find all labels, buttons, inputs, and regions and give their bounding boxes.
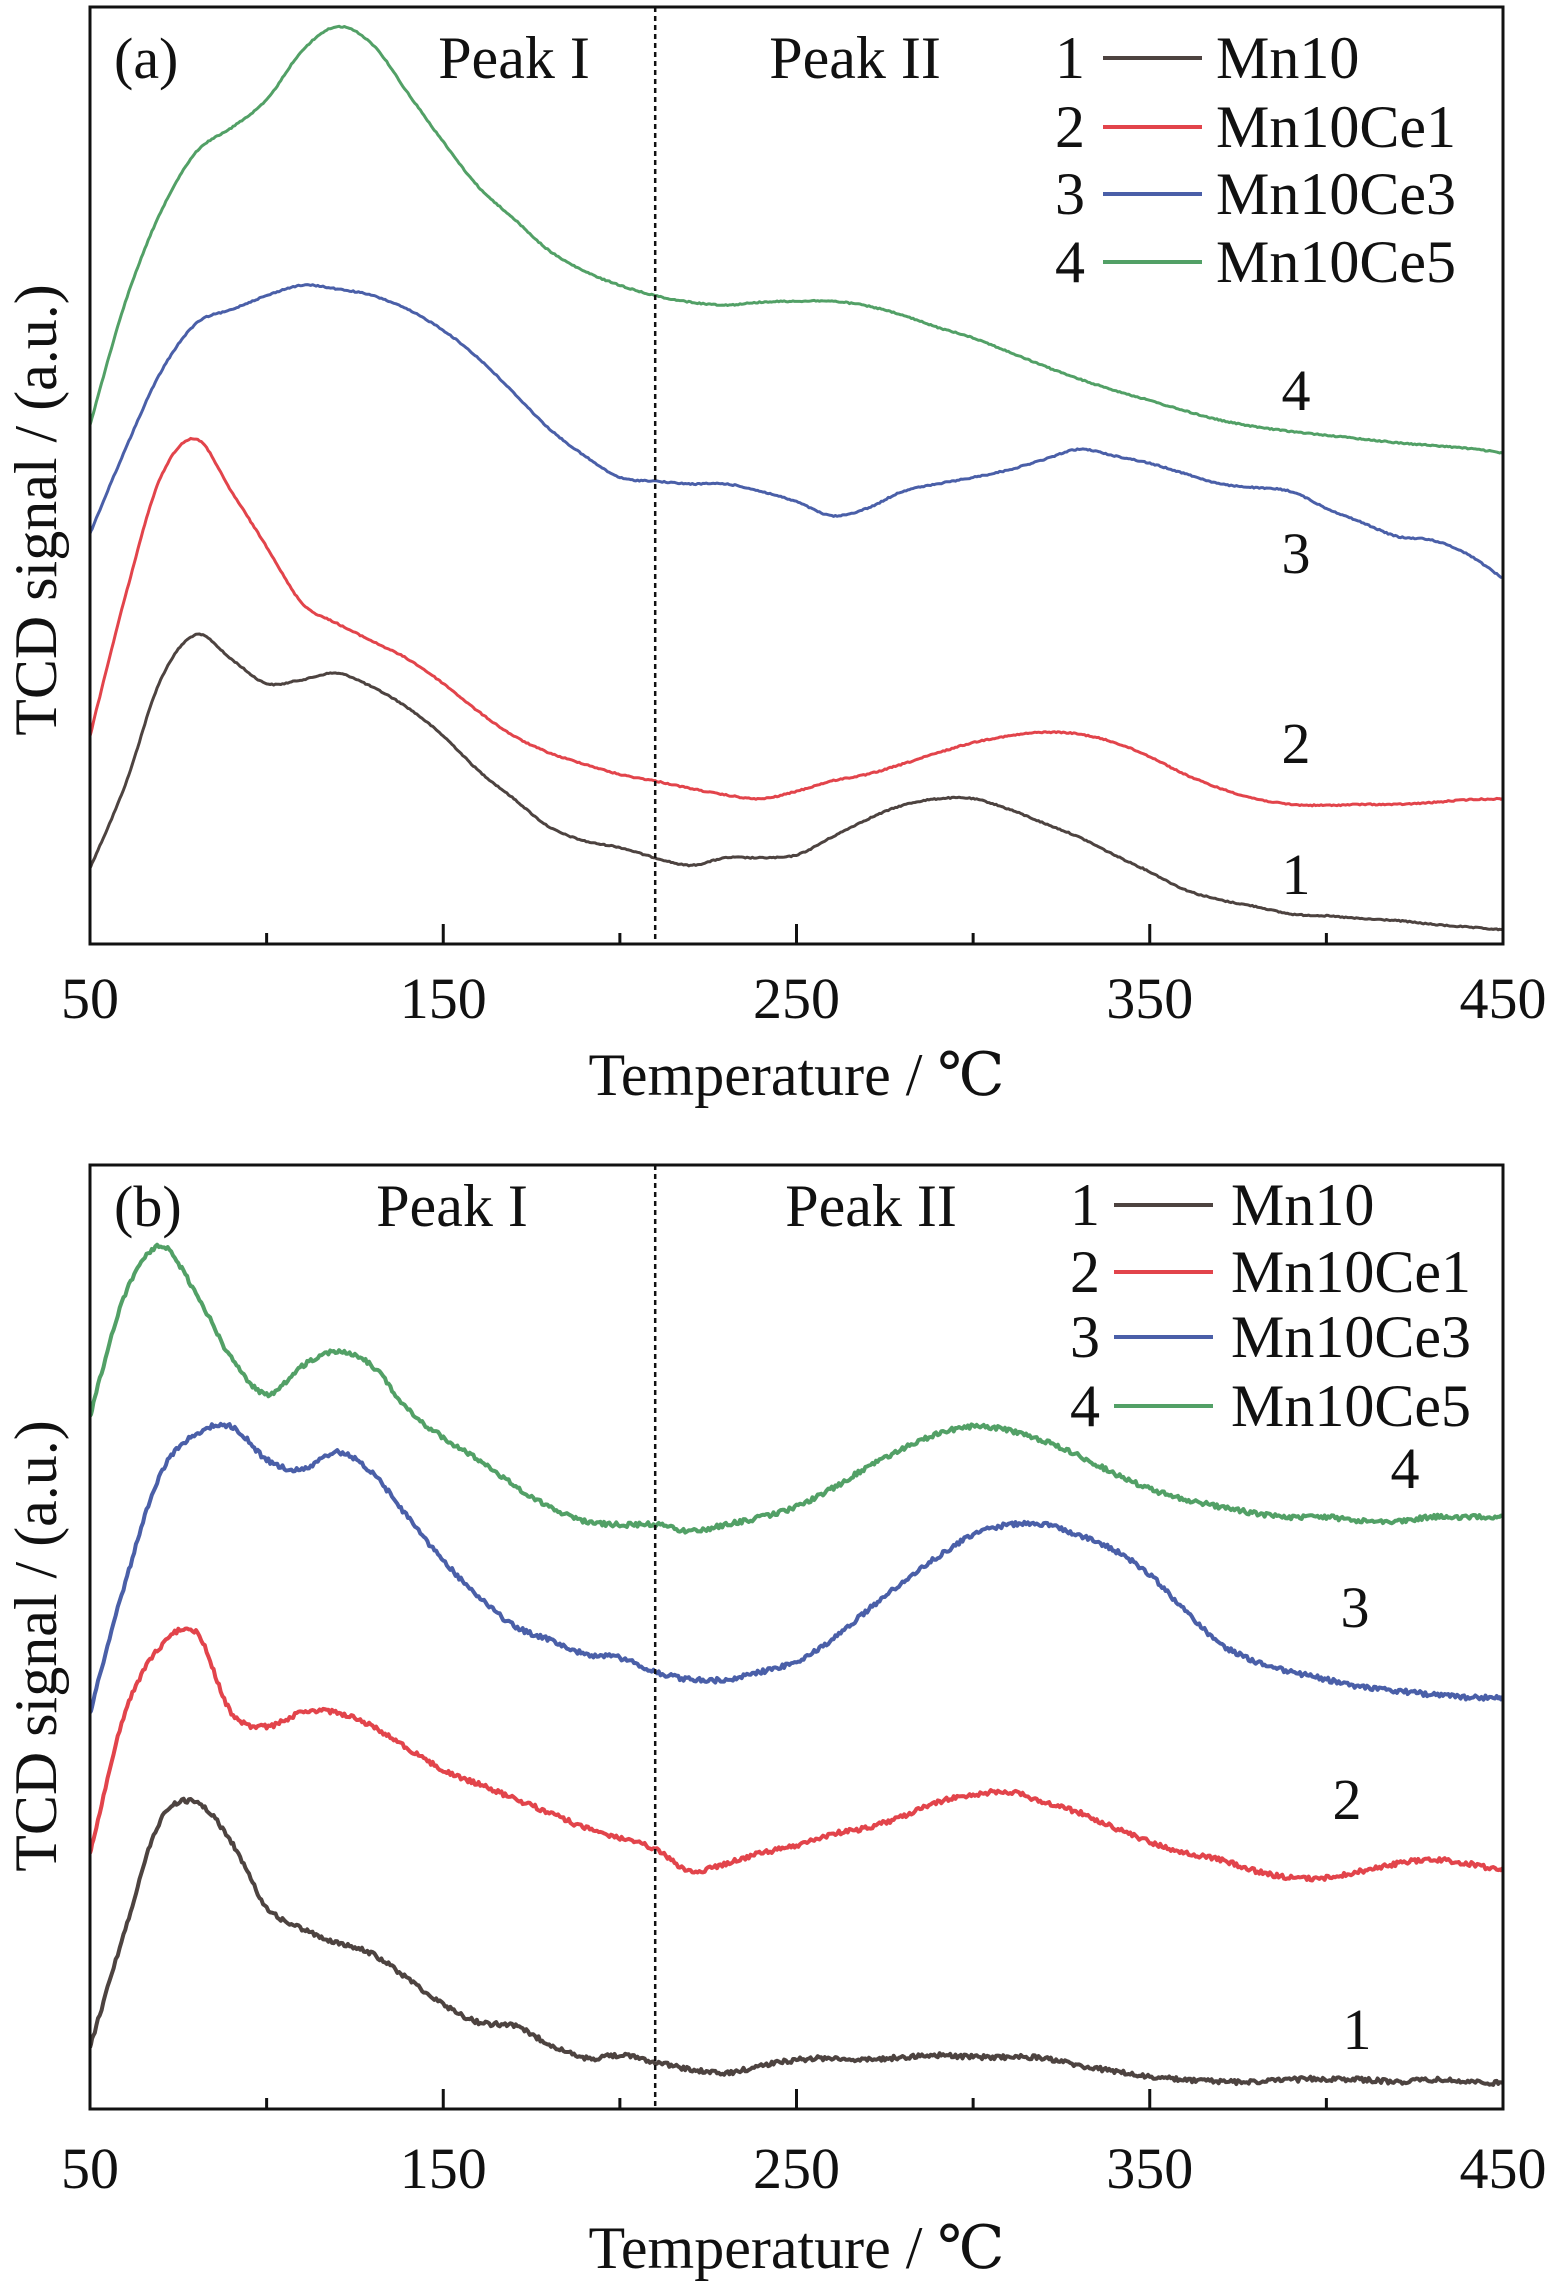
legend-label: Mn10Ce1 [1231, 1239, 1471, 1305]
legend-item: 4 Mn10Ce5 [1070, 1373, 1471, 1439]
panel-label: (a) [114, 26, 178, 91]
legend-item: 2 Mn10Ce1 [1070, 1239, 1471, 1305]
y-axis-label: TCD signal / (a.u.) [3, 284, 69, 736]
x-axis-label: Temperature / ℃ [588, 2215, 1004, 2281]
legend-item: 3 Mn10Ce3 [1055, 161, 1456, 227]
curve-number-label: 3 [1282, 521, 1311, 586]
legend-label: Mn10 [1231, 1172, 1374, 1238]
legend-item: 1 Mn10 [1055, 25, 1359, 91]
x-tick-label: 450 [1460, 966, 1547, 1031]
x-tick-label: 150 [400, 2136, 487, 2201]
peak-ii-label: Peak II [769, 25, 941, 91]
legend-number: 4 [1070, 1373, 1100, 1439]
legend-item: 1 Mn10 [1070, 1172, 1374, 1238]
legend-number: 3 [1055, 161, 1085, 227]
legend-label: Mn10Ce3 [1231, 1304, 1471, 1370]
series-line-mn10ce3 [90, 1421, 1503, 1714]
x-tick-label: 350 [1106, 2136, 1193, 2201]
legend-label: Mn10Ce1 [1216, 94, 1456, 160]
peak-ii-label: Peak II [785, 1173, 957, 1239]
series-line-mn10 [90, 1796, 1503, 2087]
series-line-mn10 [90, 632, 1503, 932]
legend-number: 2 [1055, 94, 1085, 160]
curve-number-label: 1 [1282, 842, 1311, 907]
x-axis-label: Temperature / ℃ [588, 1042, 1004, 1108]
series-line-mn10ce1 [90, 1626, 1503, 1883]
legend-item: 2 Mn10Ce1 [1055, 94, 1456, 160]
legend-number: 4 [1055, 229, 1085, 295]
series-line-mn10ce5 [90, 24, 1503, 455]
legend: 1 Mn10 2 Mn10Ce1 3 Mn10Ce3 4 Mn10Ce5 [1070, 1172, 1471, 1439]
curve-number-label: 2 [1282, 711, 1311, 776]
x-tick-label: 150 [400, 966, 487, 1031]
legend-item: 4 Mn10Ce5 [1055, 229, 1456, 295]
curve-number-label: 4 [1391, 1436, 1420, 1501]
legend: 1 Mn10 2 Mn10Ce1 3 Mn10Ce3 4 Mn10Ce5 [1055, 25, 1456, 295]
curve-number-label: 4 [1282, 358, 1311, 423]
curve-number-label: 1 [1343, 1997, 1372, 2062]
legend-number: 2 [1070, 1239, 1100, 1305]
peak-i-label: Peak I [376, 1173, 528, 1239]
x-tick-label: 50 [61, 966, 119, 1031]
legend-number: 1 [1070, 1172, 1100, 1238]
y-axis-label: TCD signal / (a.u.) [3, 1420, 69, 1872]
x-tick-label: 250 [753, 2136, 840, 2201]
legend-label: Mn10Ce3 [1216, 161, 1456, 227]
curve-number-label: 2 [1333, 1767, 1362, 1832]
series-line-mn10ce5 [90, 1242, 1503, 1535]
legend-label: Mn10Ce5 [1231, 1373, 1471, 1439]
series-line-mn10ce1 [90, 436, 1503, 808]
peak-i-label: Peak I [438, 25, 590, 91]
x-tick-label: 50 [61, 2136, 119, 2201]
x-tick-label: 350 [1106, 966, 1193, 1031]
curve-number-label: 3 [1341, 1575, 1370, 1640]
legend-label: Mn10Ce5 [1216, 229, 1456, 295]
legend-number: 3 [1070, 1304, 1100, 1370]
series-line-mn10ce3 [90, 283, 1503, 580]
x-tick-label: 450 [1460, 2136, 1547, 2201]
legend-item: 3 Mn10Ce3 [1070, 1304, 1471, 1370]
legend-number: 1 [1055, 25, 1085, 91]
x-tick-label: 250 [753, 966, 840, 1031]
panel-label: (b) [114, 1174, 182, 1239]
legend-label: Mn10 [1216, 25, 1359, 91]
